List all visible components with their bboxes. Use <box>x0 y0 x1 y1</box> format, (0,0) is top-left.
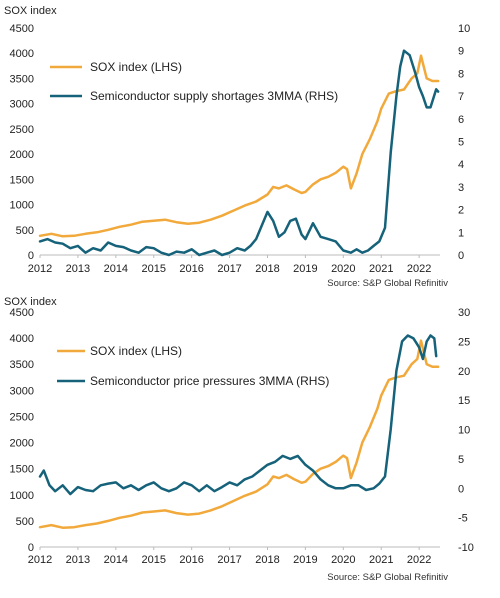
left-y-tick-label: 3000 <box>10 385 34 397</box>
x-tick-label: 2019 <box>293 263 317 275</box>
left-y-tick-label: 3500 <box>10 359 34 371</box>
x-tick-label: 2021 <box>369 263 393 275</box>
left-axis-title: SOX index <box>4 5 57 17</box>
right-y-tick-label: 15 <box>458 395 470 407</box>
legend-label: Semiconductor supply shortages 3MMA (RHS… <box>90 89 338 103</box>
x-tick-label: 2015 <box>142 554 166 566</box>
x-tick-label: 2016 <box>179 263 203 275</box>
right-y-tick-label: 10 <box>458 23 470 35</box>
left-y-tick-label: 1500 <box>10 174 34 186</box>
left-y-tick-label: 0 <box>28 250 34 262</box>
x-tick-label: 2013 <box>66 263 90 275</box>
x-tick-label: 2018 <box>255 263 279 275</box>
right-y-tick-label: 30 <box>458 307 470 319</box>
right-y-tick-label: 9 <box>458 46 464 58</box>
left-axis-title: SOX index <box>4 296 57 308</box>
left-y-tick-label: 2000 <box>10 149 34 161</box>
x-tick-label: 2017 <box>217 263 241 275</box>
left-y-tick-label: 1000 <box>10 200 34 212</box>
right-y-tick-label: 0 <box>458 250 464 262</box>
x-tick-label: 2020 <box>331 554 355 566</box>
x-tick-label: 2016 <box>179 554 203 566</box>
x-tick-label: 2018 <box>255 554 279 566</box>
chart-panel-2: SOX index 0 500 1000 1500 2000 2500 3000 3500 400… <box>4 296 474 583</box>
source-note: Source: S&P Global Refinitiv <box>327 278 448 289</box>
x-tick-label: 2020 <box>331 263 355 275</box>
left-y-tick-label: 500 <box>16 225 34 237</box>
right-y-tick-label: -5 <box>458 513 468 525</box>
x-tick-label: 2013 <box>66 554 90 566</box>
left-y-tick-label: 500 <box>16 516 34 528</box>
left-y-tick-label: 1500 <box>10 464 34 476</box>
source-note: Source: S&P Global Refinitiv <box>327 572 448 583</box>
left-y-tick-label: 0 <box>28 542 34 554</box>
rhs-series-line <box>38 334 438 496</box>
sox-index-line <box>38 339 440 529</box>
right-y-tick-label: 1 <box>458 227 464 239</box>
sox-index-line <box>38 54 440 238</box>
x-tick-label: 2015 <box>142 263 166 275</box>
left-y-tick-label: 2500 <box>10 411 34 423</box>
right-y-tick-label: 0 <box>458 483 464 495</box>
x-tick-label: 2019 <box>293 554 317 566</box>
left-y-tick-label: 2000 <box>10 438 34 450</box>
left-y-tick-label: 3500 <box>10 73 34 85</box>
x-tick-label: 2014 <box>104 263 128 275</box>
right-y-tick-label: -10 <box>458 542 474 554</box>
legend-label: Semiconductor price pressures 3MMA (RHS) <box>90 374 329 388</box>
x-tick-label: 2012 <box>28 554 52 566</box>
left-y-tick-label: 4500 <box>10 307 34 319</box>
chart-panel-1: SOX index 0 500 1000 1500 2000 2500 3000 3500 400… <box>4 5 470 289</box>
x-tick-label: 2012 <box>28 263 52 275</box>
x-tick-label: 2022 <box>407 554 431 566</box>
right-y-tick-label: 8 <box>458 68 464 80</box>
left-y-tick-label: 2500 <box>10 124 34 136</box>
x-tick-label: 2017 <box>217 554 241 566</box>
rhs-series-line <box>38 49 440 257</box>
left-y-tick-label: 4500 <box>10 23 34 35</box>
right-y-tick-label: 4 <box>458 159 464 171</box>
x-tick-label: 2014 <box>104 554 128 566</box>
right-y-tick-label: 10 <box>458 425 470 437</box>
right-y-tick-label: 2 <box>458 205 464 217</box>
left-y-tick-label: 4000 <box>10 333 34 345</box>
right-y-tick-label: 25 <box>458 336 470 348</box>
right-y-tick-label: 20 <box>458 366 470 378</box>
legend-label: SOX index (LHS) <box>90 344 182 358</box>
right-y-tick-label: 5 <box>458 137 464 149</box>
left-y-tick-label: 4000 <box>10 48 34 60</box>
legend-label: SOX index (LHS) <box>90 60 182 74</box>
right-y-tick-label: 6 <box>458 114 464 126</box>
right-y-tick-label: 3 <box>458 182 464 194</box>
x-tick-label: 2021 <box>369 554 393 566</box>
left-y-tick-label: 3000 <box>10 99 34 111</box>
x-tick-label: 2022 <box>407 263 431 275</box>
right-y-tick-label: 5 <box>458 454 464 466</box>
left-y-tick-label: 1000 <box>10 490 34 502</box>
right-y-tick-label: 7 <box>458 91 464 103</box>
